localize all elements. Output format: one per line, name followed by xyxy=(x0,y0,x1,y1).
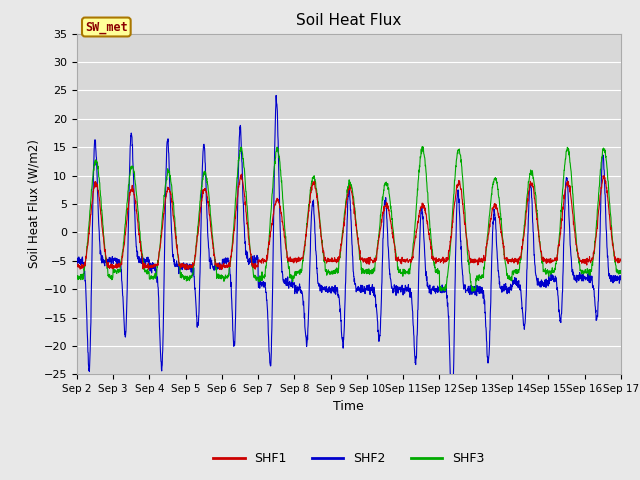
SHF3 xyxy=(365,271,372,276)
SHF3 xyxy=(617,270,625,276)
SHF1 xyxy=(365,258,372,264)
SHF3 xyxy=(419,144,426,149)
SHF2 xyxy=(617,274,625,280)
SHF3 xyxy=(584,268,592,274)
SHF1 xyxy=(584,257,592,263)
SHF2 xyxy=(508,286,515,292)
SHF2 xyxy=(73,258,81,264)
SHF3 xyxy=(376,218,384,224)
SHF1 xyxy=(617,257,625,263)
Line: SHF3: SHF3 xyxy=(77,146,621,291)
Legend: SHF1, SHF2, SHF3: SHF1, SHF2, SHF3 xyxy=(209,447,489,470)
SHF2 xyxy=(365,288,372,293)
SHF1 xyxy=(508,259,515,265)
SHF3 xyxy=(570,197,577,203)
SHF2 xyxy=(376,325,384,331)
SHF1 xyxy=(225,261,232,266)
SHF3 xyxy=(469,288,477,294)
SHF2 xyxy=(448,408,456,414)
Y-axis label: Soil Heat Flux (W/m2): Soil Heat Flux (W/m2) xyxy=(28,140,41,268)
SHF1 xyxy=(218,267,225,273)
SHF3 xyxy=(508,275,515,281)
SHF1 xyxy=(73,263,81,269)
Line: SHF1: SHF1 xyxy=(77,174,621,270)
Text: SW_met: SW_met xyxy=(85,21,128,34)
SHF1 xyxy=(570,214,577,220)
SHF2 xyxy=(570,273,577,278)
SHF1 xyxy=(377,225,385,231)
SHF3 xyxy=(225,271,232,277)
SHF1 xyxy=(237,171,245,177)
SHF3 xyxy=(73,276,81,282)
SHF2 xyxy=(584,269,592,275)
SHF2 xyxy=(272,93,280,98)
X-axis label: Time: Time xyxy=(333,400,364,413)
SHF2 xyxy=(225,259,232,264)
Line: SHF2: SHF2 xyxy=(77,96,621,411)
Title: Soil Heat Flux: Soil Heat Flux xyxy=(296,13,401,28)
